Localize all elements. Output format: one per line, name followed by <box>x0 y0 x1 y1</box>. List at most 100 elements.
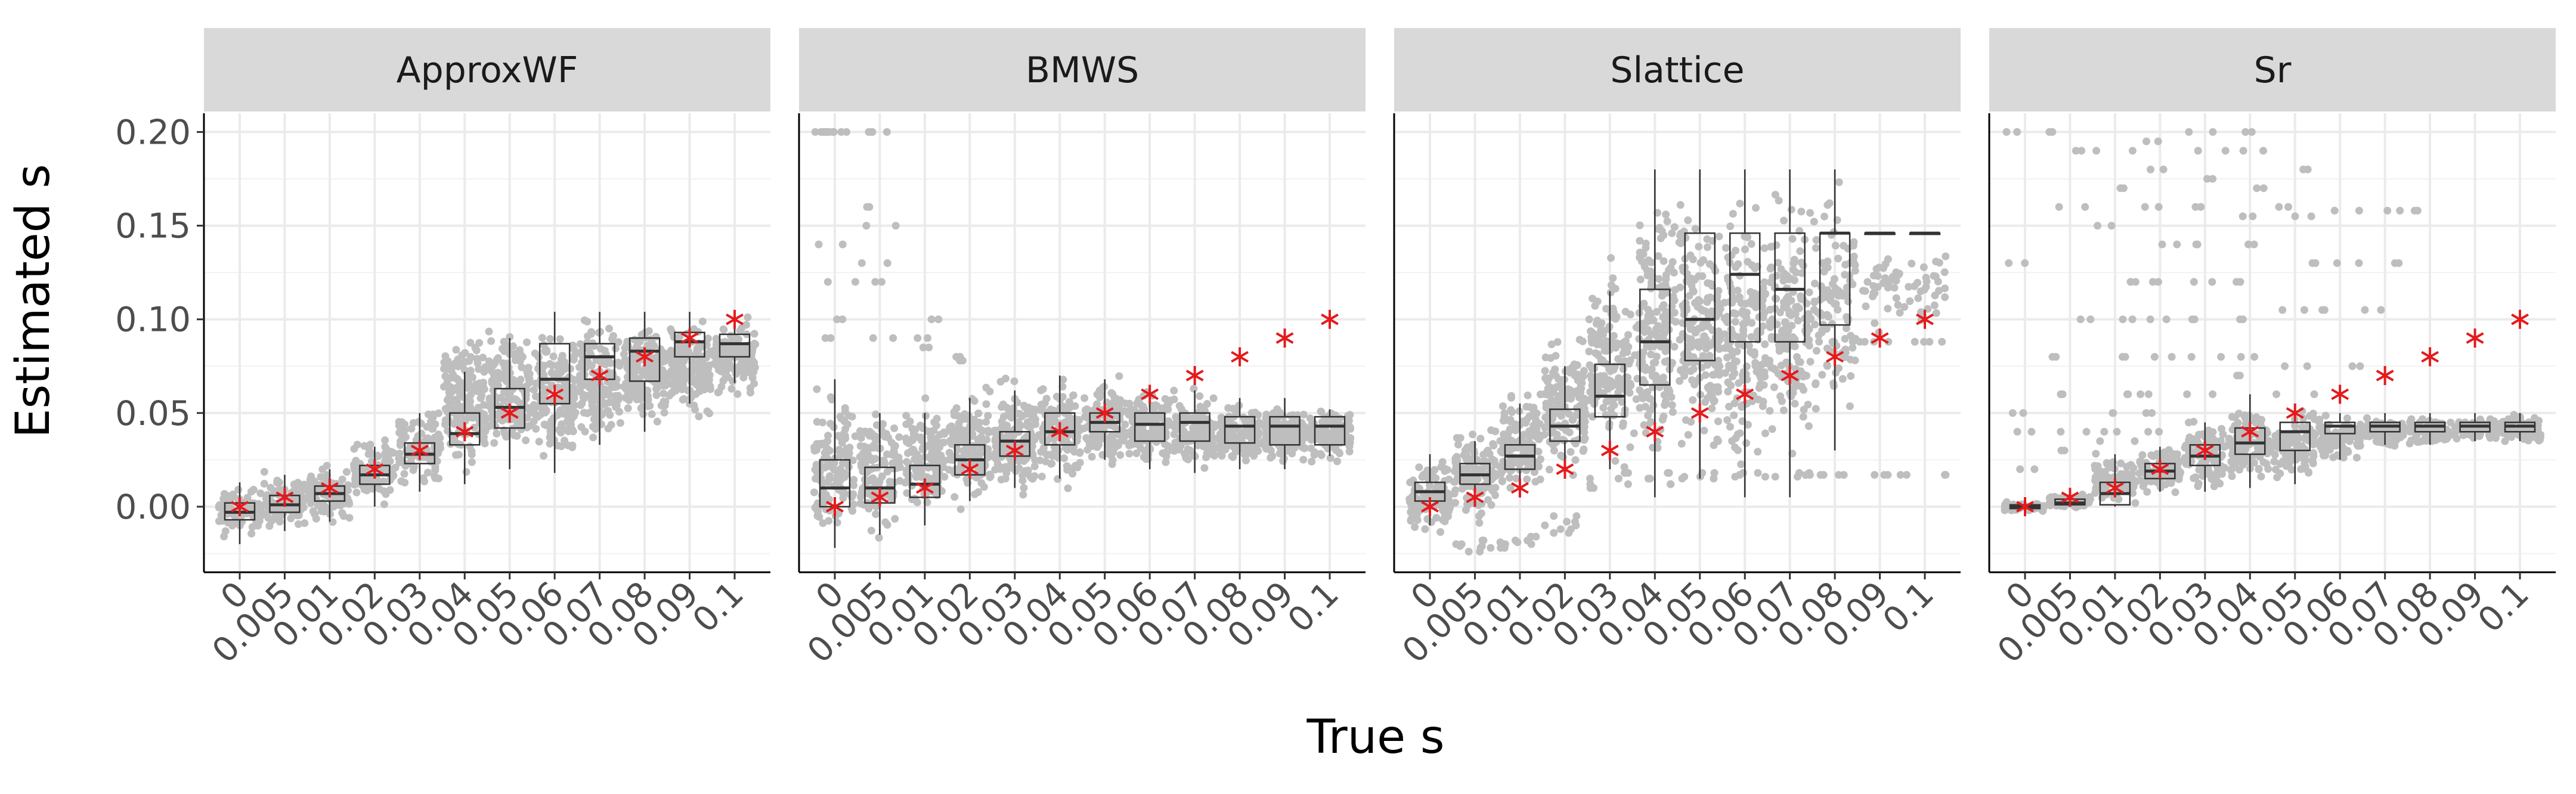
data-point <box>401 433 410 441</box>
data-point <box>866 476 875 485</box>
data-point <box>261 510 270 518</box>
x-tick-label: 0.1 <box>1280 574 1346 640</box>
data-point <box>1804 422 1813 430</box>
data-point <box>1186 446 1194 454</box>
data-point <box>1811 320 1819 328</box>
data-point <box>1739 320 1748 328</box>
data-point <box>1689 396 1697 404</box>
data-point <box>1742 439 1750 447</box>
data-point <box>1240 451 1249 458</box>
data-point <box>374 477 382 485</box>
data-point <box>668 389 676 397</box>
data-point <box>1658 227 1666 235</box>
data-point <box>1496 463 1504 471</box>
outlier-point <box>838 240 847 249</box>
data-point <box>1023 418 1032 426</box>
data-point <box>532 424 540 433</box>
data-point <box>1812 244 1820 252</box>
data-point <box>946 436 954 445</box>
data-point <box>589 433 597 442</box>
data-point <box>1761 340 1769 348</box>
data-point <box>1705 260 1714 268</box>
data-point <box>669 380 677 388</box>
outlier-point <box>851 278 859 286</box>
data-point <box>307 472 315 480</box>
data-point <box>1723 416 1732 424</box>
outlier-point <box>843 128 851 136</box>
data-point <box>637 404 645 412</box>
data-point <box>1728 437 1736 445</box>
data-point <box>1810 306 1818 314</box>
data-point <box>812 503 821 511</box>
data-point <box>1578 337 1587 346</box>
panel-slattice: Slattice00.0050.010.020.030.040.050.060.… <box>1393 28 1961 671</box>
data-point <box>1444 512 1452 520</box>
data-point <box>1491 427 1500 436</box>
data-point <box>1607 254 1615 262</box>
data-point <box>1646 407 1654 415</box>
data-point <box>1653 308 1661 316</box>
data-point <box>998 463 1006 472</box>
data-point <box>997 476 1005 483</box>
data-point <box>1475 512 1483 520</box>
data-point <box>1744 258 1752 266</box>
data-point <box>481 439 489 448</box>
data-point <box>1498 402 1507 410</box>
data-point <box>1506 474 1514 482</box>
data-point <box>857 462 865 470</box>
data-point <box>289 510 298 518</box>
data-point <box>467 450 476 458</box>
data-point <box>401 479 409 487</box>
data-point <box>825 473 834 482</box>
data-point <box>540 341 548 349</box>
data-point <box>1812 347 1820 355</box>
data-point <box>1676 231 1684 240</box>
data-point <box>612 403 620 411</box>
data-point <box>1851 356 1859 364</box>
data-point <box>872 410 880 418</box>
data-point <box>700 386 708 393</box>
data-point <box>492 372 500 380</box>
data-point <box>887 479 895 487</box>
data-point <box>1523 475 1531 483</box>
data-point <box>999 400 1007 408</box>
data-point <box>546 439 554 448</box>
facet-strip-label: Slattice <box>1610 49 1744 91</box>
data-point <box>524 364 532 372</box>
data-point <box>1715 232 1723 241</box>
data-point <box>1522 402 1531 411</box>
data-point <box>260 480 268 488</box>
data-point <box>1751 289 1759 297</box>
data-point <box>1654 252 1662 260</box>
data-point <box>714 366 723 374</box>
data-point <box>1614 355 1623 363</box>
data-point <box>645 327 653 335</box>
outlier-point <box>823 278 832 286</box>
data-point <box>1699 352 1707 360</box>
data-point <box>1406 498 1414 506</box>
data-point <box>865 430 873 438</box>
data-point <box>1696 259 1705 267</box>
data-point <box>1574 376 1582 384</box>
data-point <box>684 386 692 395</box>
data-point <box>1299 455 1308 464</box>
data-point <box>1642 244 1650 252</box>
data-point <box>395 449 404 458</box>
data-point <box>1677 439 1686 448</box>
data-point <box>1844 315 1852 323</box>
data-point <box>976 449 984 458</box>
data-point <box>1759 398 1767 406</box>
data-point <box>1010 377 1018 386</box>
data-point <box>1803 299 1811 308</box>
data-point <box>314 501 322 510</box>
data-point <box>1722 244 1730 252</box>
data-point <box>326 504 335 512</box>
data-point <box>1153 413 1162 421</box>
data-point <box>1785 308 1794 316</box>
data-point <box>917 433 925 442</box>
data-point <box>982 418 990 426</box>
data-point <box>1308 457 1316 466</box>
facet-strip <box>204 28 770 111</box>
data-point <box>518 363 526 371</box>
data-point <box>704 370 711 378</box>
